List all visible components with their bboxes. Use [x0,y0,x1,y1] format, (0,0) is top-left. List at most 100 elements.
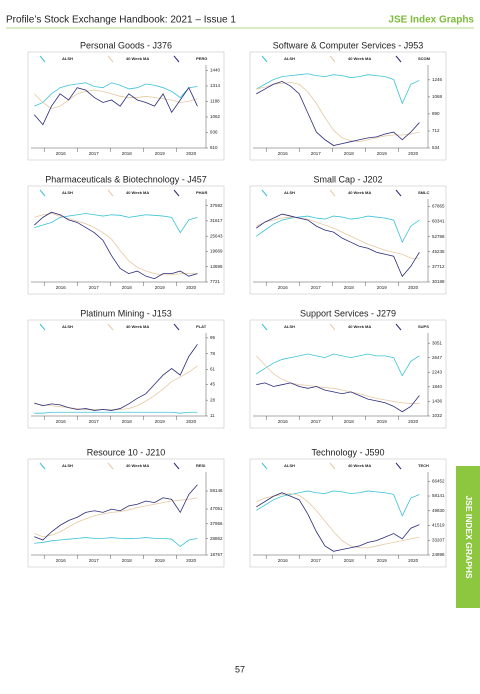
series-line [256,490,420,517]
y-tick-label: 28 [210,397,216,402]
series-line [256,80,420,146]
legend-swatch [39,462,46,470]
legend-label: ALSH [62,190,73,195]
x-tick-label: 2016 [278,419,289,424]
y-tick-label: 7721 [210,279,221,284]
y-tick-label: 810 [210,145,218,150]
x-tick-label: 2016 [278,558,289,563]
legend-label: 40 Week MA [126,190,149,195]
y-tick-label: 3051 [432,340,443,345]
header-title: Profile’s Stock Exchange Handbook: 2021 … [6,15,236,26]
x-tick-label: 2019 [155,558,166,563]
legend-swatch [395,323,402,331]
series-line [256,213,420,278]
x-tick-label: 2019 [377,419,388,424]
legend-swatch [39,55,46,63]
series-line [34,537,198,548]
x-tick-label: 2017 [311,285,322,290]
legend-label: RESI [196,463,205,468]
legend-swatch [261,55,268,63]
x-tick-label: 2017 [89,419,100,424]
y-tick-label: 890 [432,111,440,116]
y-tick-label: 33207 [432,537,445,542]
y-tick-label: 1314 [210,83,221,88]
series-line [256,382,420,413]
y-tick-label: 45235 [432,249,445,254]
x-tick-label: 2020 [186,558,197,563]
y-tick-label: 66452 [432,478,445,483]
series-line [256,215,420,244]
y-tick-label: 37712 [432,264,445,269]
series-line [256,81,420,143]
y-tick-label: 37592 [210,203,223,208]
chart-frame [27,51,225,161]
chart-title: Software & Computer Services - J953 [273,40,424,50]
x-tick-label: 2020 [186,151,197,156]
x-tick-label: 2019 [377,558,388,563]
x-tick-label: 2020 [408,151,419,156]
chart-title: Support Services - J279 [300,308,396,318]
legend-label: PHAR [196,190,207,195]
y-tick-label: 1440 [210,68,221,73]
series-line [34,484,198,541]
legend-label: ALSH [284,190,295,195]
legend-label: 40 Week MA [348,56,371,61]
legend-label: 40 Week MA [348,190,371,195]
legend-swatch [173,462,180,470]
legend-label: PLAT [196,324,207,329]
x-tick-label: 2016 [56,419,67,424]
y-tick-label: 67865 [432,203,445,208]
legend-swatch [107,462,114,470]
x-tick-label: 2016 [278,285,289,290]
chart-title: Personal Goods - J376 [80,40,172,50]
y-tick-label: 25643 [210,233,223,238]
chart-frame [249,185,447,295]
series-line [256,355,420,404]
y-tick-label: 1188 [210,99,220,104]
legend-label: TECH [418,463,429,468]
y-tick-label: 19669 [210,249,223,254]
legend-swatch [173,55,180,63]
y-tick-label: 95 [210,335,216,340]
legend-swatch [395,462,402,470]
legend-label: 40 Week MA [126,56,149,61]
y-tick-label: 936 [210,130,218,135]
legend-swatch [329,55,336,63]
y-tick-label: 534 [432,145,440,150]
y-tick-label: 45 [210,382,216,387]
legend-label: 40 Week MA [348,463,371,468]
legend-swatch [261,462,268,470]
y-tick-label: 1246 [432,77,443,82]
series-line [34,411,198,414]
legend-swatch [107,55,114,63]
legend-label: ALSH [62,324,73,329]
series-line [256,492,420,552]
legend-label: ALSH [284,56,295,61]
y-tick-label: 78 [210,351,216,356]
series-line [34,82,198,107]
chart-frame [249,51,447,161]
legend-swatch [329,189,336,197]
y-tick-label: 2243 [432,370,443,375]
y-tick-label: 1436 [432,399,443,404]
side-tab [456,466,480,608]
legend-swatch [261,189,268,197]
series-line [34,213,198,276]
y-tick-label: 49830 [432,508,445,513]
legend-label: ALSH [62,463,73,468]
series-line [34,213,198,234]
legend-label: 40 Week MA [348,324,371,329]
legend-swatch [173,189,180,197]
chart-title: Pharmaceuticals & Biotechnology - J457 [45,174,207,184]
x-tick-label: 2020 [186,285,197,290]
x-tick-label: 2017 [89,558,100,563]
legend-swatch [261,323,268,331]
x-tick-label: 2016 [278,151,289,156]
legend-label: SCOM [418,56,431,61]
y-tick-label: 2647 [432,355,443,360]
legend-swatch [107,323,114,331]
legend-swatch [395,55,402,63]
chart-title: Resource 10 - J210 [87,447,166,457]
